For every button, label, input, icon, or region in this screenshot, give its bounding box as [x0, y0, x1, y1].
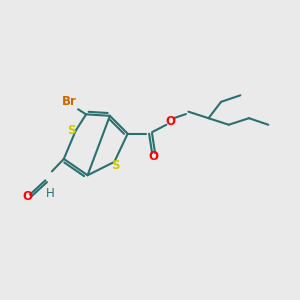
Text: Br: Br — [62, 95, 77, 108]
Text: S: S — [112, 159, 120, 172]
Text: O: O — [165, 115, 175, 128]
Text: O: O — [148, 150, 159, 163]
Text: S: S — [67, 124, 76, 137]
Text: H: H — [46, 187, 55, 200]
Text: O: O — [22, 190, 32, 203]
